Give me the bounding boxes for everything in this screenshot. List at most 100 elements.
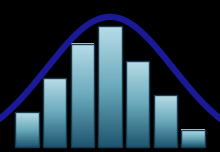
Bar xyxy=(15,138,39,139)
Bar xyxy=(71,78,94,80)
Bar xyxy=(43,115,66,116)
Bar xyxy=(154,105,177,106)
Bar xyxy=(126,88,149,90)
Bar xyxy=(15,131,39,132)
Bar xyxy=(98,136,122,138)
Bar xyxy=(98,101,122,103)
Bar xyxy=(15,146,39,147)
Bar xyxy=(126,130,149,132)
Bar xyxy=(98,94,122,96)
Bar xyxy=(181,146,205,147)
Bar xyxy=(43,140,66,142)
Bar xyxy=(98,59,122,61)
Bar xyxy=(126,140,149,142)
Bar xyxy=(181,146,205,147)
Bar xyxy=(98,47,122,49)
Bar xyxy=(15,128,39,129)
Bar xyxy=(98,127,122,129)
Bar xyxy=(43,116,66,117)
Bar xyxy=(71,68,94,69)
Bar xyxy=(15,132,39,133)
Bar xyxy=(43,100,66,101)
Bar xyxy=(126,86,149,88)
Bar xyxy=(154,115,177,116)
Bar xyxy=(15,142,39,143)
Bar xyxy=(15,143,39,144)
Bar xyxy=(98,32,122,34)
Bar xyxy=(126,99,149,101)
Bar xyxy=(126,128,149,130)
Bar xyxy=(126,139,149,140)
Bar xyxy=(154,104,177,105)
Bar xyxy=(43,136,66,137)
Bar xyxy=(43,104,66,106)
Bar xyxy=(181,138,205,139)
Bar xyxy=(181,139,205,140)
Bar xyxy=(15,122,39,123)
Bar xyxy=(181,144,205,145)
Bar xyxy=(126,79,149,80)
Bar xyxy=(71,123,94,125)
Bar xyxy=(154,123,177,124)
Bar xyxy=(15,145,39,146)
Bar xyxy=(15,114,39,115)
Bar xyxy=(181,144,205,145)
Bar xyxy=(154,145,177,146)
Bar xyxy=(15,120,39,121)
Bar xyxy=(71,45,94,46)
Bar xyxy=(43,82,66,83)
Bar xyxy=(126,143,149,145)
Bar xyxy=(15,122,39,123)
Bar xyxy=(154,130,177,131)
Bar xyxy=(71,87,94,89)
Bar xyxy=(15,126,39,127)
Bar xyxy=(154,99,177,100)
Bar xyxy=(98,104,122,106)
Bar xyxy=(181,135,205,136)
Bar xyxy=(126,94,149,95)
Bar xyxy=(71,59,94,60)
Bar xyxy=(154,126,177,128)
Bar xyxy=(154,123,177,124)
Bar xyxy=(154,140,177,141)
Bar xyxy=(15,114,39,115)
Bar xyxy=(126,101,149,103)
Bar xyxy=(154,141,177,142)
Bar xyxy=(126,129,149,131)
Bar xyxy=(154,141,177,142)
Bar xyxy=(71,76,94,77)
Bar xyxy=(15,133,39,134)
Bar xyxy=(98,65,122,67)
Bar xyxy=(71,92,94,94)
Bar xyxy=(71,91,94,93)
Bar xyxy=(181,129,205,130)
Bar xyxy=(71,52,94,54)
Bar xyxy=(154,135,177,136)
Bar xyxy=(71,85,94,86)
Bar xyxy=(154,125,177,126)
Bar xyxy=(71,74,94,76)
Bar xyxy=(43,116,66,118)
Bar xyxy=(154,139,177,140)
Bar xyxy=(43,87,66,88)
Bar xyxy=(71,136,94,138)
Bar xyxy=(126,113,149,115)
Bar xyxy=(154,117,177,118)
Bar xyxy=(126,61,149,147)
Bar xyxy=(98,88,122,90)
Bar xyxy=(98,82,122,84)
Bar xyxy=(43,125,66,126)
Bar xyxy=(181,138,205,139)
Bar xyxy=(71,77,94,78)
Bar xyxy=(98,53,122,55)
Bar xyxy=(126,70,149,72)
Bar xyxy=(154,131,177,132)
Bar xyxy=(71,63,94,64)
Bar xyxy=(15,130,39,131)
Bar xyxy=(43,93,66,94)
Bar xyxy=(15,145,39,146)
Bar xyxy=(15,127,39,128)
Bar xyxy=(126,122,149,123)
Bar xyxy=(43,135,66,136)
Bar xyxy=(71,72,94,73)
